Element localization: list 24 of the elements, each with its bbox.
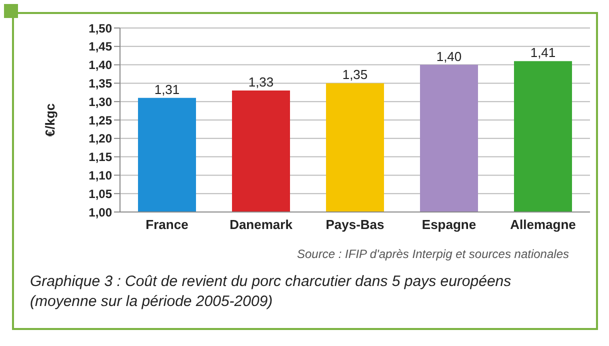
data-label: 1,41	[530, 45, 556, 60]
y-tick-label: 1,20	[88, 132, 112, 146]
y-tick-label: 1,10	[88, 168, 112, 182]
y-tick-label: 1,50	[88, 21, 112, 36]
x-tick-label: France	[146, 217, 188, 232]
source-note: Source : IFIP d'après Interpig et sources nationales	[297, 247, 569, 261]
data-label: 1,33	[248, 74, 274, 90]
data-label: 1,31	[154, 82, 180, 97]
x-tick-label: Danemark	[230, 217, 294, 232]
y-tick-label: 1,25	[88, 113, 112, 128]
y-tick-label: 1,45	[88, 40, 112, 54]
y-tick-label: 1,00	[88, 205, 112, 220]
y-tick-label: 1,15	[88, 150, 112, 164]
data-label: 1,35	[342, 67, 368, 82]
y-tick-label: 1,30	[88, 94, 112, 109]
text: Graphique 3 : Coût de revient du porc charcutier dans 5 pays européens (moyenne sur la période 2005-2009)	[30, 272, 512, 312]
data-label: 1,40	[436, 48, 462, 64]
x-tick-label: Pays-Bas	[326, 217, 384, 232]
x-tick-label: Espagne	[422, 217, 476, 232]
y-tick-label: 1,35	[88, 76, 112, 90]
y-tick-label: 1,40	[88, 58, 112, 72]
y-axis-title: €/kgc	[42, 103, 58, 137]
y-tick-label: 1,05	[88, 186, 112, 201]
x-tick-label: Allemagne	[510, 217, 576, 232]
